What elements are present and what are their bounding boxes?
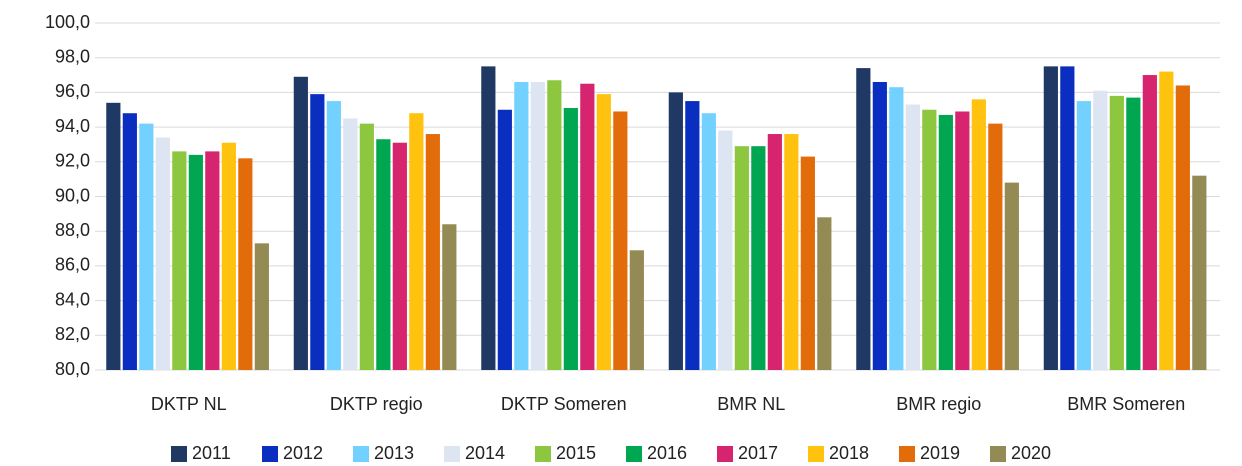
- bar: [1077, 101, 1091, 370]
- legend-label: 2016: [647, 443, 687, 463]
- bar: [1143, 75, 1157, 370]
- bar: [784, 134, 798, 370]
- bar: [1192, 176, 1206, 370]
- y-tick-label: 100,0: [45, 12, 90, 32]
- bar: [564, 108, 578, 370]
- bar: [481, 66, 495, 370]
- bar: [310, 94, 324, 370]
- bar: [922, 110, 936, 370]
- legend-label: 2014: [465, 443, 505, 463]
- legend-swatch: [990, 446, 1006, 462]
- bar: [955, 111, 969, 370]
- bar: [222, 143, 236, 370]
- bar: [768, 134, 782, 370]
- bar: [751, 146, 765, 370]
- y-tick-label: 94,0: [55, 116, 90, 136]
- legend-label: 2015: [556, 443, 596, 463]
- bar: [817, 217, 831, 370]
- bar: [327, 101, 341, 370]
- bar: [630, 250, 644, 370]
- x-tick-label: DKTP NL: [151, 394, 227, 414]
- legend-swatch: [535, 446, 551, 462]
- y-tick-label: 96,0: [55, 81, 90, 101]
- bar: [702, 113, 716, 370]
- y-tick-label: 80,0: [55, 359, 90, 379]
- bar: [172, 151, 186, 370]
- x-tick-label: DKTP regio: [330, 394, 423, 414]
- legend-swatch: [808, 446, 824, 462]
- bar: [669, 92, 683, 370]
- bar: [442, 224, 456, 370]
- legend-swatch: [353, 446, 369, 462]
- bar: [393, 143, 407, 370]
- y-tick-label: 98,0: [55, 46, 90, 66]
- bar: [597, 94, 611, 370]
- bar: [514, 82, 528, 370]
- bar: [801, 157, 815, 370]
- bar: [343, 118, 357, 370]
- bar: [238, 158, 252, 370]
- legend-label: 2019: [920, 443, 960, 463]
- bar: [123, 113, 137, 370]
- bar: [1176, 85, 1190, 370]
- legend-label: 2011: [192, 443, 231, 463]
- bar: [498, 110, 512, 370]
- bar: [106, 103, 120, 370]
- bar: [856, 68, 870, 370]
- x-tick-label: BMR regio: [896, 394, 981, 414]
- bar: [873, 82, 887, 370]
- bar: [156, 138, 170, 370]
- bar: [1110, 96, 1124, 370]
- y-tick-label: 88,0: [55, 220, 90, 240]
- bar: [939, 115, 953, 370]
- legend-label: 2018: [829, 443, 869, 463]
- y-tick-label: 84,0: [55, 289, 90, 309]
- bar: [685, 101, 699, 370]
- legend-swatch: [444, 446, 460, 462]
- bar: [1005, 183, 1019, 370]
- y-tick-label: 86,0: [55, 255, 90, 275]
- bar: [1159, 72, 1173, 370]
- bar: [1093, 91, 1107, 370]
- bar: [426, 134, 440, 370]
- bar: [376, 139, 390, 370]
- bar: [580, 84, 594, 370]
- bar: [1060, 66, 1074, 370]
- y-tick-label: 82,0: [55, 324, 90, 344]
- x-tick-label: BMR NL: [717, 394, 785, 414]
- bar: [139, 124, 153, 370]
- bar: [906, 105, 920, 370]
- bar: [294, 77, 308, 370]
- bar: [409, 113, 423, 370]
- legend-swatch: [262, 446, 278, 462]
- legend-swatch: [899, 446, 915, 462]
- bar: [718, 131, 732, 370]
- legend-label: 2012: [283, 443, 323, 463]
- x-tick-label: DKTP Someren: [501, 394, 627, 414]
- bar: [972, 99, 986, 370]
- legend-label: 2013: [374, 443, 414, 463]
- bar: [205, 151, 219, 370]
- chart: 80,0 82,0 84,0 86,0 88,0 90,0 92,0 94,0 96,0 98,0…: [0, 0, 1242, 466]
- legend-swatch: [626, 446, 642, 462]
- bar: [360, 124, 374, 370]
- bar: [1126, 98, 1140, 370]
- legend-label: 2017: [738, 443, 778, 463]
- bar: [613, 111, 627, 370]
- bar: [531, 82, 545, 370]
- x-tick-label: BMR Someren: [1067, 394, 1185, 414]
- bar: [189, 155, 203, 370]
- legend-swatch: [717, 446, 733, 462]
- legend-label: 2020: [1011, 443, 1051, 463]
- y-tick-label: 92,0: [55, 151, 90, 171]
- bar: [1044, 66, 1058, 370]
- bar: [889, 87, 903, 370]
- bar: [547, 80, 561, 370]
- y-tick-label: 90,0: [55, 185, 90, 205]
- bar: [988, 124, 1002, 370]
- bar: [735, 146, 749, 370]
- bar: [255, 243, 269, 370]
- legend-swatch: [171, 446, 187, 462]
